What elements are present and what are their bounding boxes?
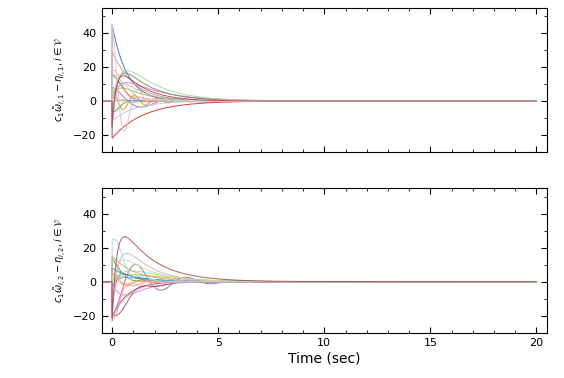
Y-axis label: $c_1 \tilde{\omega}_{i,2} - \eta_{i,2}, i \in \mathcal{V}$: $c_1 \tilde{\omega}_{i,2} - \eta_{i,2}, … xyxy=(53,218,69,303)
Y-axis label: $c_1 \tilde{\omega}_{i,1} - \eta_{i,1}, i \in \mathcal{V}$: $c_1 \tilde{\omega}_{i,1} - \eta_{i,1}, … xyxy=(53,37,69,122)
X-axis label: Time (sec): Time (sec) xyxy=(288,352,360,366)
